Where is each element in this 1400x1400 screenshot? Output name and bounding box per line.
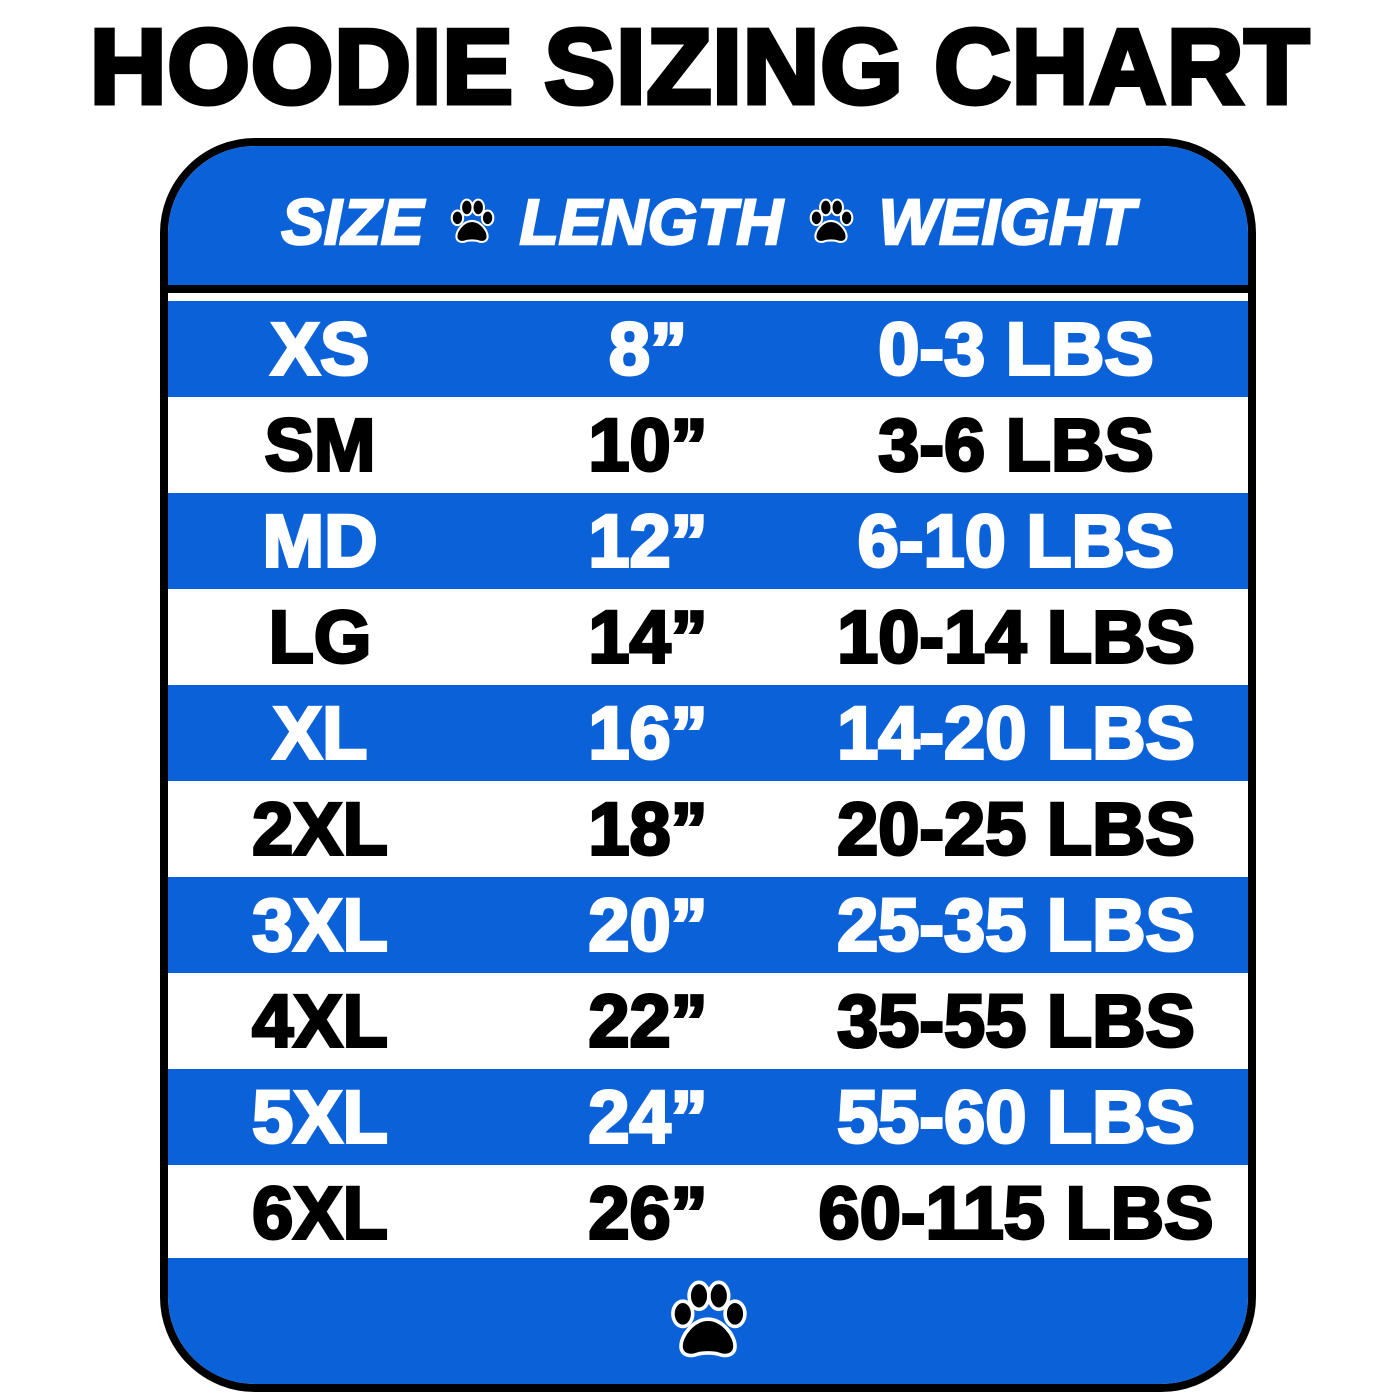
table-footer [168,1258,1248,1384]
table-row: XS 8” 0-3 LBS [168,301,1248,397]
cell-weight: 60-115 LBS [817,1170,1215,1256]
cell-weight: 35-55 LBS [836,978,1197,1064]
cell-weight: 55-60 LBS [836,1074,1197,1160]
cell-length: 14” [587,594,709,680]
cell-length: 26” [587,1170,709,1256]
cell-length: 20” [587,882,709,968]
cell-length: 22” [587,978,709,1064]
cell-size: XL [271,690,369,776]
cell-size: SM [263,402,377,488]
cell-weight: 3-6 LBS [877,402,1156,488]
table-row: 2XL 18” 20-25 LBS [168,781,1248,877]
cell-length: 16” [587,690,709,776]
table-row: SM 10” 3-6 LBS [168,397,1248,493]
cell-weight: 10-14 LBS [836,594,1197,680]
table-body: XS 8” 0-3 LBS SM 10” 3-6 LBS MD 12” 6-10 LBS LG 14… [168,301,1248,1261]
cell-size: 4XL [251,978,390,1064]
cell-size: 3XL [251,882,390,968]
cell-size: 5XL [251,1074,390,1160]
table-row: 5XL 24” 55-60 LBS [168,1069,1248,1165]
table-row: 4XL 22” 35-55 LBS [168,973,1248,1069]
cell-size: XS [269,306,371,392]
table-row: XL 16” 14-20 LBS [168,685,1248,781]
cell-length: 12” [587,498,709,584]
cell-length: 18” [587,786,709,872]
cell-length: 8” [607,306,688,392]
cell-size: MD [261,498,379,584]
cell-size: 2XL [251,786,390,872]
cell-weight: 0-3 LBS [877,306,1156,392]
paw-icon [809,198,854,243]
cell-weight: 14-20 LBS [836,690,1197,776]
table-row: 3XL 20” 25-35 LBS [168,877,1248,973]
table-row: 6XL 26” 60-115 LBS [168,1165,1248,1261]
paw-icon [450,198,494,243]
cell-weight: 25-35 LBS [836,882,1197,968]
header-size: SIZE [280,184,425,259]
cell-size: 6XL [251,1170,390,1256]
cell-weight: 6-10 LBS [856,498,1176,584]
cell-length: 24” [587,1074,709,1160]
cell-length: 10” [587,402,709,488]
page-title: HOODIE SIZING CHART [87,8,1311,126]
header-length: LENGTH [518,184,784,259]
paw-icon [671,1280,747,1358]
cell-weight: 20-25 LBS [836,786,1197,872]
table-row: LG 14” 10-14 LBS [168,589,1248,685]
table-row: MD 12” 6-10 LBS [168,493,1248,589]
cell-size: LG [267,594,373,680]
sizing-table: SIZE LENGTH WEIGHT XS 8” 0-3 LBS SM 10” 3-6 L… [160,138,1256,1392]
header-weight: WEIGHT [877,184,1135,259]
table-header: SIZE LENGTH WEIGHT [168,146,1248,293]
